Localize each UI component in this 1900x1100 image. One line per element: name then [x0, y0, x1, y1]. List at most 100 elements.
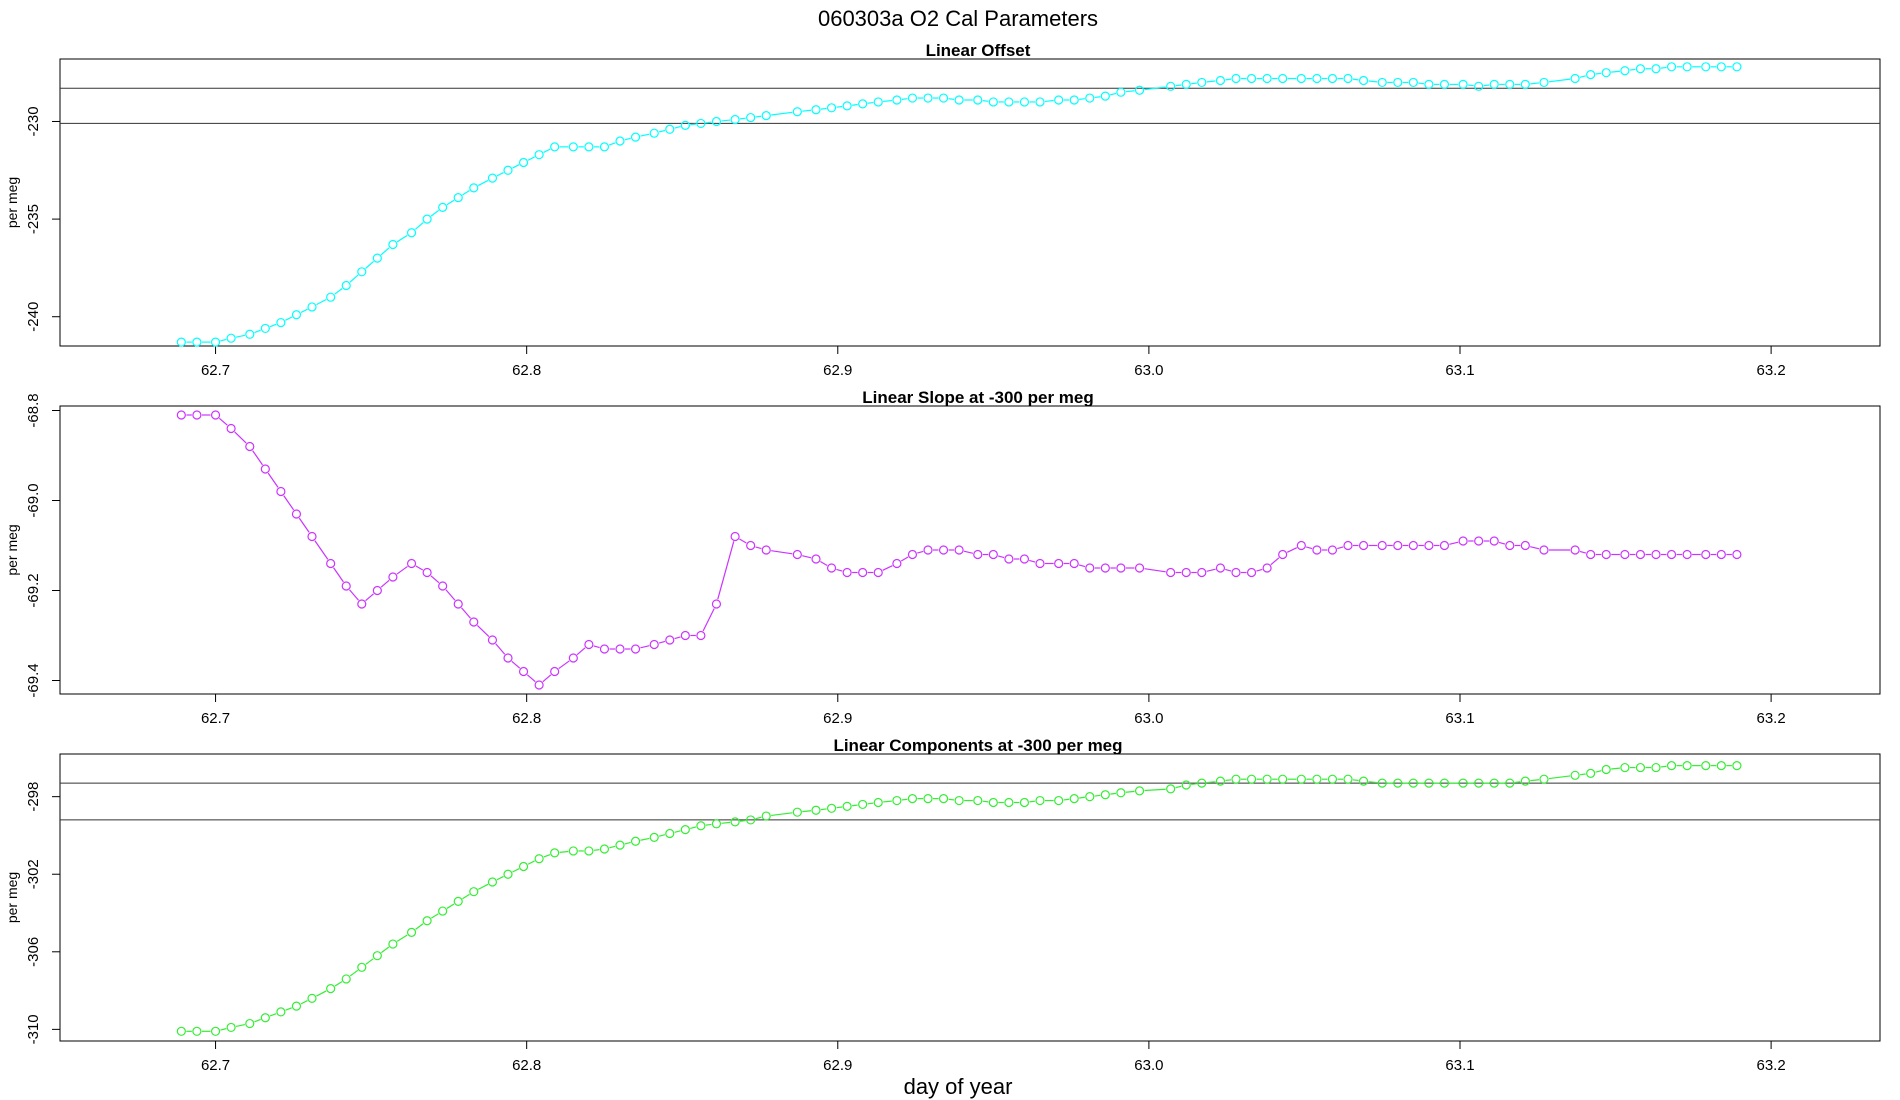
data-point-linear-offset [696, 118, 706, 129]
data-point-linear-components [1424, 778, 1434, 788]
data-point-linear-components [730, 817, 740, 827]
data-point-linear-components [761, 811, 771, 821]
series-segment-linear-components [269, 1013, 277, 1017]
series-segment-linear-slope [802, 555, 812, 559]
data-point-linear-offset [1424, 79, 1434, 89]
series-segment-linear-offset [1175, 84, 1182, 87]
series-segment-linear-components [543, 854, 551, 858]
series-segment-linear-slope [640, 645, 650, 649]
data-point-linear-slope [1035, 558, 1045, 569]
data-point-linear-offset [260, 323, 270, 334]
series-segment-linear-components [496, 875, 504, 881]
data-point-linear-components [892, 795, 902, 806]
data-point-linear-slope [276, 486, 286, 497]
series-segment-linear-slope [1206, 568, 1216, 572]
series-segment-linear-components [593, 849, 600, 851]
series-segment-linear-components [901, 798, 908, 801]
y-tick-label-linear-components: -306 [25, 937, 42, 967]
data-point-linear-offset [842, 101, 852, 111]
data-point-linear-offset [438, 202, 448, 212]
data-point-linear-offset [422, 214, 432, 224]
data-point-linear-slope [1439, 540, 1450, 551]
series-segment-linear-components [220, 1028, 227, 1031]
data-point-linear-offset [1586, 70, 1596, 80]
series-segment-linear-slope [1270, 557, 1280, 566]
y-tick-label-linear-slope: -69.2 [25, 573, 42, 607]
data-point-linear-offset [291, 310, 302, 320]
x-tick-label-linear-components: 62.9 [823, 1057, 852, 1074]
series-segment-linear-slope [1029, 559, 1036, 563]
data-point-linear-offset [245, 329, 255, 339]
data-point-linear-offset [630, 132, 641, 142]
data-point-linear-slope [1682, 549, 1692, 560]
data-point-linear-offset [1539, 77, 1549, 88]
data-point-linear-components [1035, 795, 1045, 806]
series-segment-linear-components [316, 990, 327, 997]
data-point-linear-offset [615, 136, 625, 146]
series-segment-linear-components [415, 923, 424, 930]
series-segment-linear-offset [721, 119, 731, 122]
series-segment-linear-components [349, 969, 359, 977]
data-point-linear-components [210, 1026, 221, 1036]
series-segment-linear-offset [1660, 66, 1667, 69]
series-segment-linear-slope [1337, 546, 1344, 550]
y-tick-label-linear-offset: -230 [25, 106, 42, 136]
data-point-linear-slope [746, 540, 756, 551]
data-point-linear-slope [858, 567, 868, 578]
data-point-linear-slope [1262, 563, 1272, 573]
data-point-linear-slope [1505, 540, 1515, 551]
data-point-linear-components [988, 797, 998, 808]
y-tick-label-linear-slope: -69.4 [25, 663, 42, 697]
data-point-linear-components [1474, 778, 1484, 788]
series-segment-linear-slope [1579, 550, 1587, 554]
data-point-linear-offset [988, 97, 998, 107]
data-point-linear-slope [1570, 545, 1580, 555]
series-segment-linear-components [674, 830, 681, 833]
y-axis-label-linear-offset: per meg [4, 177, 20, 228]
series-segment-linear-offset [254, 329, 261, 334]
series-segment-linear-components [477, 883, 489, 890]
data-point-linear-offset [923, 93, 933, 103]
data-point-linear-offset [649, 128, 659, 138]
series-segment-linear-components [365, 958, 374, 965]
data-point-linear-offset [1393, 77, 1403, 88]
data-point-linear-offset [1181, 79, 1191, 89]
series-segment-linear-components [396, 934, 408, 942]
data-point-linear-slope [1620, 549, 1630, 560]
data-point-linear-components [665, 828, 675, 839]
series-segment-linear-slope [542, 674, 552, 683]
panel-linear-slope: Linear Slope at -300 per meg 62.7 62.8 62.… [4, 388, 1881, 727]
x-tick-label-linear-offset: 62.7 [201, 362, 230, 379]
series-segment-linear-components [1063, 798, 1070, 801]
data-point-linear-offset [973, 95, 983, 105]
x-tick-label-linear-offset: 63.1 [1445, 362, 1474, 379]
data-point-linear-components [1701, 761, 1711, 771]
data-point-linear-offset [873, 97, 883, 107]
series-segment-linear-slope [283, 495, 295, 511]
series-segment-linear-components [705, 823, 712, 826]
data-point-linear-slope [1134, 563, 1145, 573]
series-segment-linear-slope [1530, 546, 1540, 550]
series-segment-linear-slope [396, 565, 408, 575]
data-point-linear-components [1570, 770, 1580, 780]
data-point-linear-offset [1116, 87, 1126, 97]
data-point-linear-slope [599, 644, 610, 654]
data-point-linear-components [406, 927, 417, 938]
data-point-linear-components [422, 916, 432, 926]
series-segment-linear-slope [365, 593, 374, 602]
data-point-linear-slope [696, 630, 706, 641]
series-segment-linear-components [1225, 779, 1232, 782]
data-point-linear-components [1408, 778, 1418, 788]
series-segment-linear-slope [917, 550, 924, 554]
data-point-linear-slope [826, 563, 837, 573]
data-point-linear-offset [1231, 73, 1241, 84]
panel-linear-offset: Linear Offset 62.7 62.8 62.9 63.0 63.1 63.2 -2… [4, 41, 1881, 379]
data-point-linear-components [907, 794, 918, 804]
data-point-linear-slope [1520, 540, 1530, 551]
data-point-linear-slope [1666, 549, 1677, 560]
data-point-linear-offset [938, 93, 949, 103]
data-point-linear-offset [1570, 73, 1580, 84]
series-segment-linear-offset [836, 105, 843, 108]
series-segment-linear-components [1125, 790, 1135, 793]
data-point-linear-slope [938, 545, 949, 555]
